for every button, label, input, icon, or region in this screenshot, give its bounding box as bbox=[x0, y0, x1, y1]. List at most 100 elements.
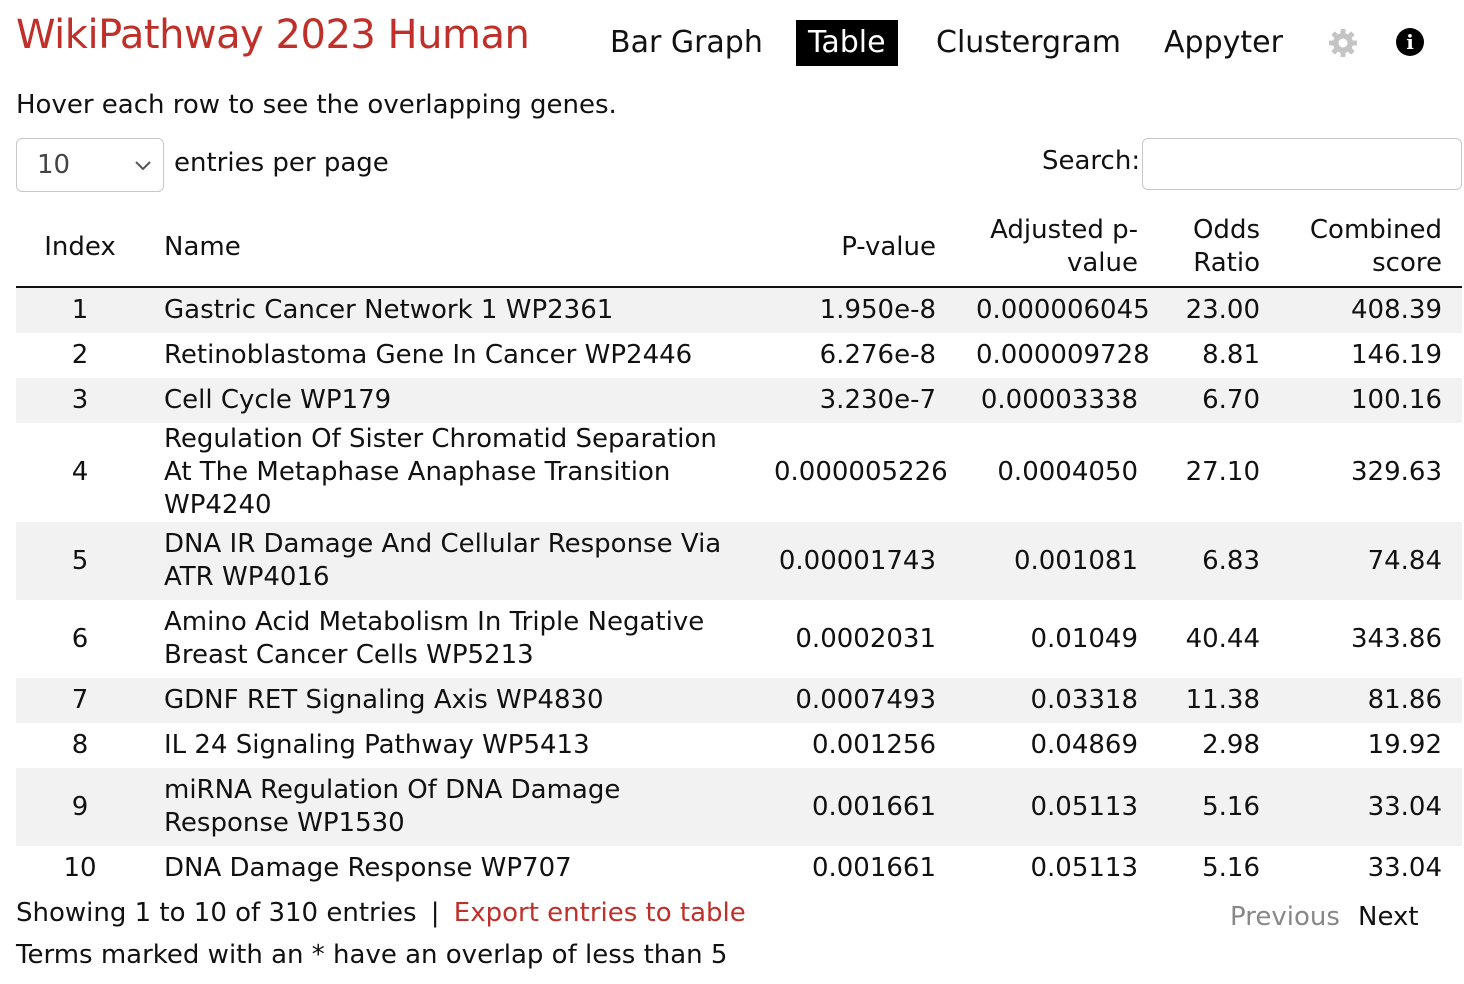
cell-combined-score: 329.63 bbox=[1280, 423, 1462, 522]
table-row[interactable]: 5 DNA IR Damage And Cellular Response Vi… bbox=[16, 522, 1462, 600]
cell-name: GDNF RET Signaling Axis WP4830 bbox=[144, 678, 754, 723]
cell-index: 9 bbox=[16, 768, 144, 846]
table-row[interactable]: 10 DNA Damage Response WP707 0.001661 0.… bbox=[16, 846, 1462, 891]
cell-odds-ratio: 11.38 bbox=[1158, 678, 1280, 723]
cell-pvalue: 0.0002031 bbox=[754, 600, 956, 678]
table-row[interactable]: 4 Regulation Of Sister Chromatid Separat… bbox=[16, 423, 1462, 522]
cell-combined-score: 343.86 bbox=[1280, 600, 1462, 678]
cell-pvalue: 0.0007493 bbox=[754, 678, 956, 723]
showing-entries-text: Showing 1 to 10 of 310 entries bbox=[16, 898, 417, 928]
cell-pvalue: 0.001256 bbox=[754, 723, 956, 768]
cell-index: 4 bbox=[16, 423, 144, 522]
cell-name: miRNA Regulation Of DNA Damage Response … bbox=[144, 768, 754, 846]
chevron-down-icon bbox=[135, 161, 151, 171]
export-entries-link[interactable]: Export entries to table bbox=[453, 898, 746, 928]
table-row[interactable]: 1 Gastric Cancer Network 1 WP2361 1.950e… bbox=[16, 287, 1462, 333]
cell-odds-ratio: 6.83 bbox=[1158, 522, 1280, 600]
cell-odds-ratio: 5.16 bbox=[1158, 846, 1280, 891]
cell-combined-score: 100.16 bbox=[1280, 378, 1462, 423]
footer-separator: | bbox=[430, 898, 440, 928]
column-header-combined-score[interactable]: Combined score bbox=[1280, 208, 1462, 288]
column-header-name[interactable]: Name bbox=[144, 208, 754, 288]
view-nav: Bar Graph Table Clustergram Appyter bbox=[0, 20, 1464, 66]
cell-name: DNA Damage Response WP707 bbox=[144, 846, 754, 891]
cell-adjusted-pvalue: 0.0004050 bbox=[956, 423, 1158, 522]
cell-index: 10 bbox=[16, 846, 144, 891]
footer-info: Showing 1 to 10 of 310 entries | Export … bbox=[16, 898, 746, 928]
entries-per-page-select[interactable]: 10 bbox=[16, 138, 164, 192]
column-header-adjusted-pvalue[interactable]: Adjusted p-value bbox=[956, 208, 1158, 288]
page-title: WikiPathway 2023 Human bbox=[16, 12, 530, 58]
search-input[interactable] bbox=[1142, 138, 1462, 190]
cell-pvalue: 0.000005226 bbox=[754, 423, 956, 522]
cell-name: Cell Cycle WP179 bbox=[144, 378, 754, 423]
cell-adjusted-pvalue: 0.05113 bbox=[956, 846, 1158, 891]
column-header-index[interactable]: Index bbox=[16, 208, 144, 288]
column-header-pvalue[interactable]: P-value bbox=[754, 208, 956, 288]
cell-odds-ratio: 23.00 bbox=[1158, 287, 1280, 333]
overlap-note: Terms marked with an * have an overlap o… bbox=[16, 940, 728, 970]
cell-adjusted-pvalue: 0.03318 bbox=[956, 678, 1158, 723]
nav-bar-graph[interactable]: Bar Graph bbox=[610, 25, 763, 60]
cell-index: 7 bbox=[16, 678, 144, 723]
cell-index: 6 bbox=[16, 600, 144, 678]
cell-index: 2 bbox=[16, 333, 144, 378]
entries-per-page-label: entries per page bbox=[174, 148, 389, 178]
column-header-odds-ratio[interactable]: Odds Ratio bbox=[1158, 208, 1280, 288]
results-table: Index Name P-value Adjusted p-value Odds… bbox=[16, 208, 1462, 891]
cell-index: 3 bbox=[16, 378, 144, 423]
cell-name: DNA IR Damage And Cellular Response Via … bbox=[144, 522, 754, 600]
nav-table[interactable]: Table bbox=[796, 20, 898, 66]
table-row[interactable]: 8 IL 24 Signaling Pathway WP5413 0.00125… bbox=[16, 723, 1462, 768]
cell-pvalue: 1.950e-8 bbox=[754, 287, 956, 333]
pagination-previous[interactable]: Previous bbox=[1230, 902, 1340, 932]
cell-combined-score: 33.04 bbox=[1280, 846, 1462, 891]
cell-name: IL 24 Signaling Pathway WP5413 bbox=[144, 723, 754, 768]
search-label: Search: bbox=[1042, 146, 1141, 176]
cell-adjusted-pvalue: 0.04869 bbox=[956, 723, 1158, 768]
cell-odds-ratio: 8.81 bbox=[1158, 333, 1280, 378]
cell-pvalue: 6.276e-8 bbox=[754, 333, 956, 378]
cell-adjusted-pvalue: 0.01049 bbox=[956, 600, 1158, 678]
cell-name: Regulation Of Sister Chromatid Separatio… bbox=[144, 423, 754, 522]
cell-combined-score: 81.86 bbox=[1280, 678, 1462, 723]
cell-combined-score: 33.04 bbox=[1280, 768, 1462, 846]
cell-index: 5 bbox=[16, 522, 144, 600]
nav-clustergram[interactable]: Clustergram bbox=[936, 25, 1121, 60]
gear-icon[interactable] bbox=[1328, 28, 1358, 58]
cell-odds-ratio: 2.98 bbox=[1158, 723, 1280, 768]
entries-per-page-value: 10 bbox=[37, 150, 71, 180]
cell-adjusted-pvalue: 0.05113 bbox=[956, 768, 1158, 846]
cell-index: 8 bbox=[16, 723, 144, 768]
cell-pvalue: 0.00001743 bbox=[754, 522, 956, 600]
cell-odds-ratio: 40.44 bbox=[1158, 600, 1280, 678]
cell-adjusted-pvalue: 0.00003338 bbox=[956, 378, 1158, 423]
cell-pvalue: 3.230e-7 bbox=[754, 378, 956, 423]
nav-appyter[interactable]: Appyter bbox=[1164, 25, 1283, 60]
cell-combined-score: 74.84 bbox=[1280, 522, 1462, 600]
table-header-row: Index Name P-value Adjusted p-value Odds… bbox=[16, 208, 1462, 288]
cell-odds-ratio: 27.10 bbox=[1158, 423, 1280, 522]
cell-combined-score: 408.39 bbox=[1280, 287, 1462, 333]
table-row[interactable]: 9 miRNA Regulation Of DNA Damage Respons… bbox=[16, 768, 1462, 846]
cell-combined-score: 146.19 bbox=[1280, 333, 1462, 378]
cell-odds-ratio: 5.16 bbox=[1158, 768, 1280, 846]
table-row[interactable]: 2 Retinoblastoma Gene In Cancer WP2446 6… bbox=[16, 333, 1462, 378]
cell-odds-ratio: 6.70 bbox=[1158, 378, 1280, 423]
table-row[interactable]: 3 Cell Cycle WP179 3.230e-7 0.00003338 6… bbox=[16, 378, 1462, 423]
cell-pvalue: 0.001661 bbox=[754, 768, 956, 846]
cell-name: Gastric Cancer Network 1 WP2361 bbox=[144, 287, 754, 333]
hover-hint: Hover each row to see the overlapping ge… bbox=[16, 90, 617, 120]
cell-name: Retinoblastoma Gene In Cancer WP2446 bbox=[144, 333, 754, 378]
cell-combined-score: 19.92 bbox=[1280, 723, 1462, 768]
cell-index: 1 bbox=[16, 287, 144, 333]
info-icon[interactable]: i bbox=[1396, 28, 1424, 56]
cell-name: Amino Acid Metabolism In Triple Negative… bbox=[144, 600, 754, 678]
cell-adjusted-pvalue: 0.000006045 bbox=[956, 287, 1158, 333]
cell-adjusted-pvalue: 0.000009728 bbox=[956, 333, 1158, 378]
cell-pvalue: 0.001661 bbox=[754, 846, 956, 891]
pagination-next[interactable]: Next bbox=[1358, 902, 1419, 932]
table-row[interactable]: 6 Amino Acid Metabolism In Triple Negati… bbox=[16, 600, 1462, 678]
cell-adjusted-pvalue: 0.001081 bbox=[956, 522, 1158, 600]
table-row[interactable]: 7 GDNF RET Signaling Axis WP4830 0.00074… bbox=[16, 678, 1462, 723]
